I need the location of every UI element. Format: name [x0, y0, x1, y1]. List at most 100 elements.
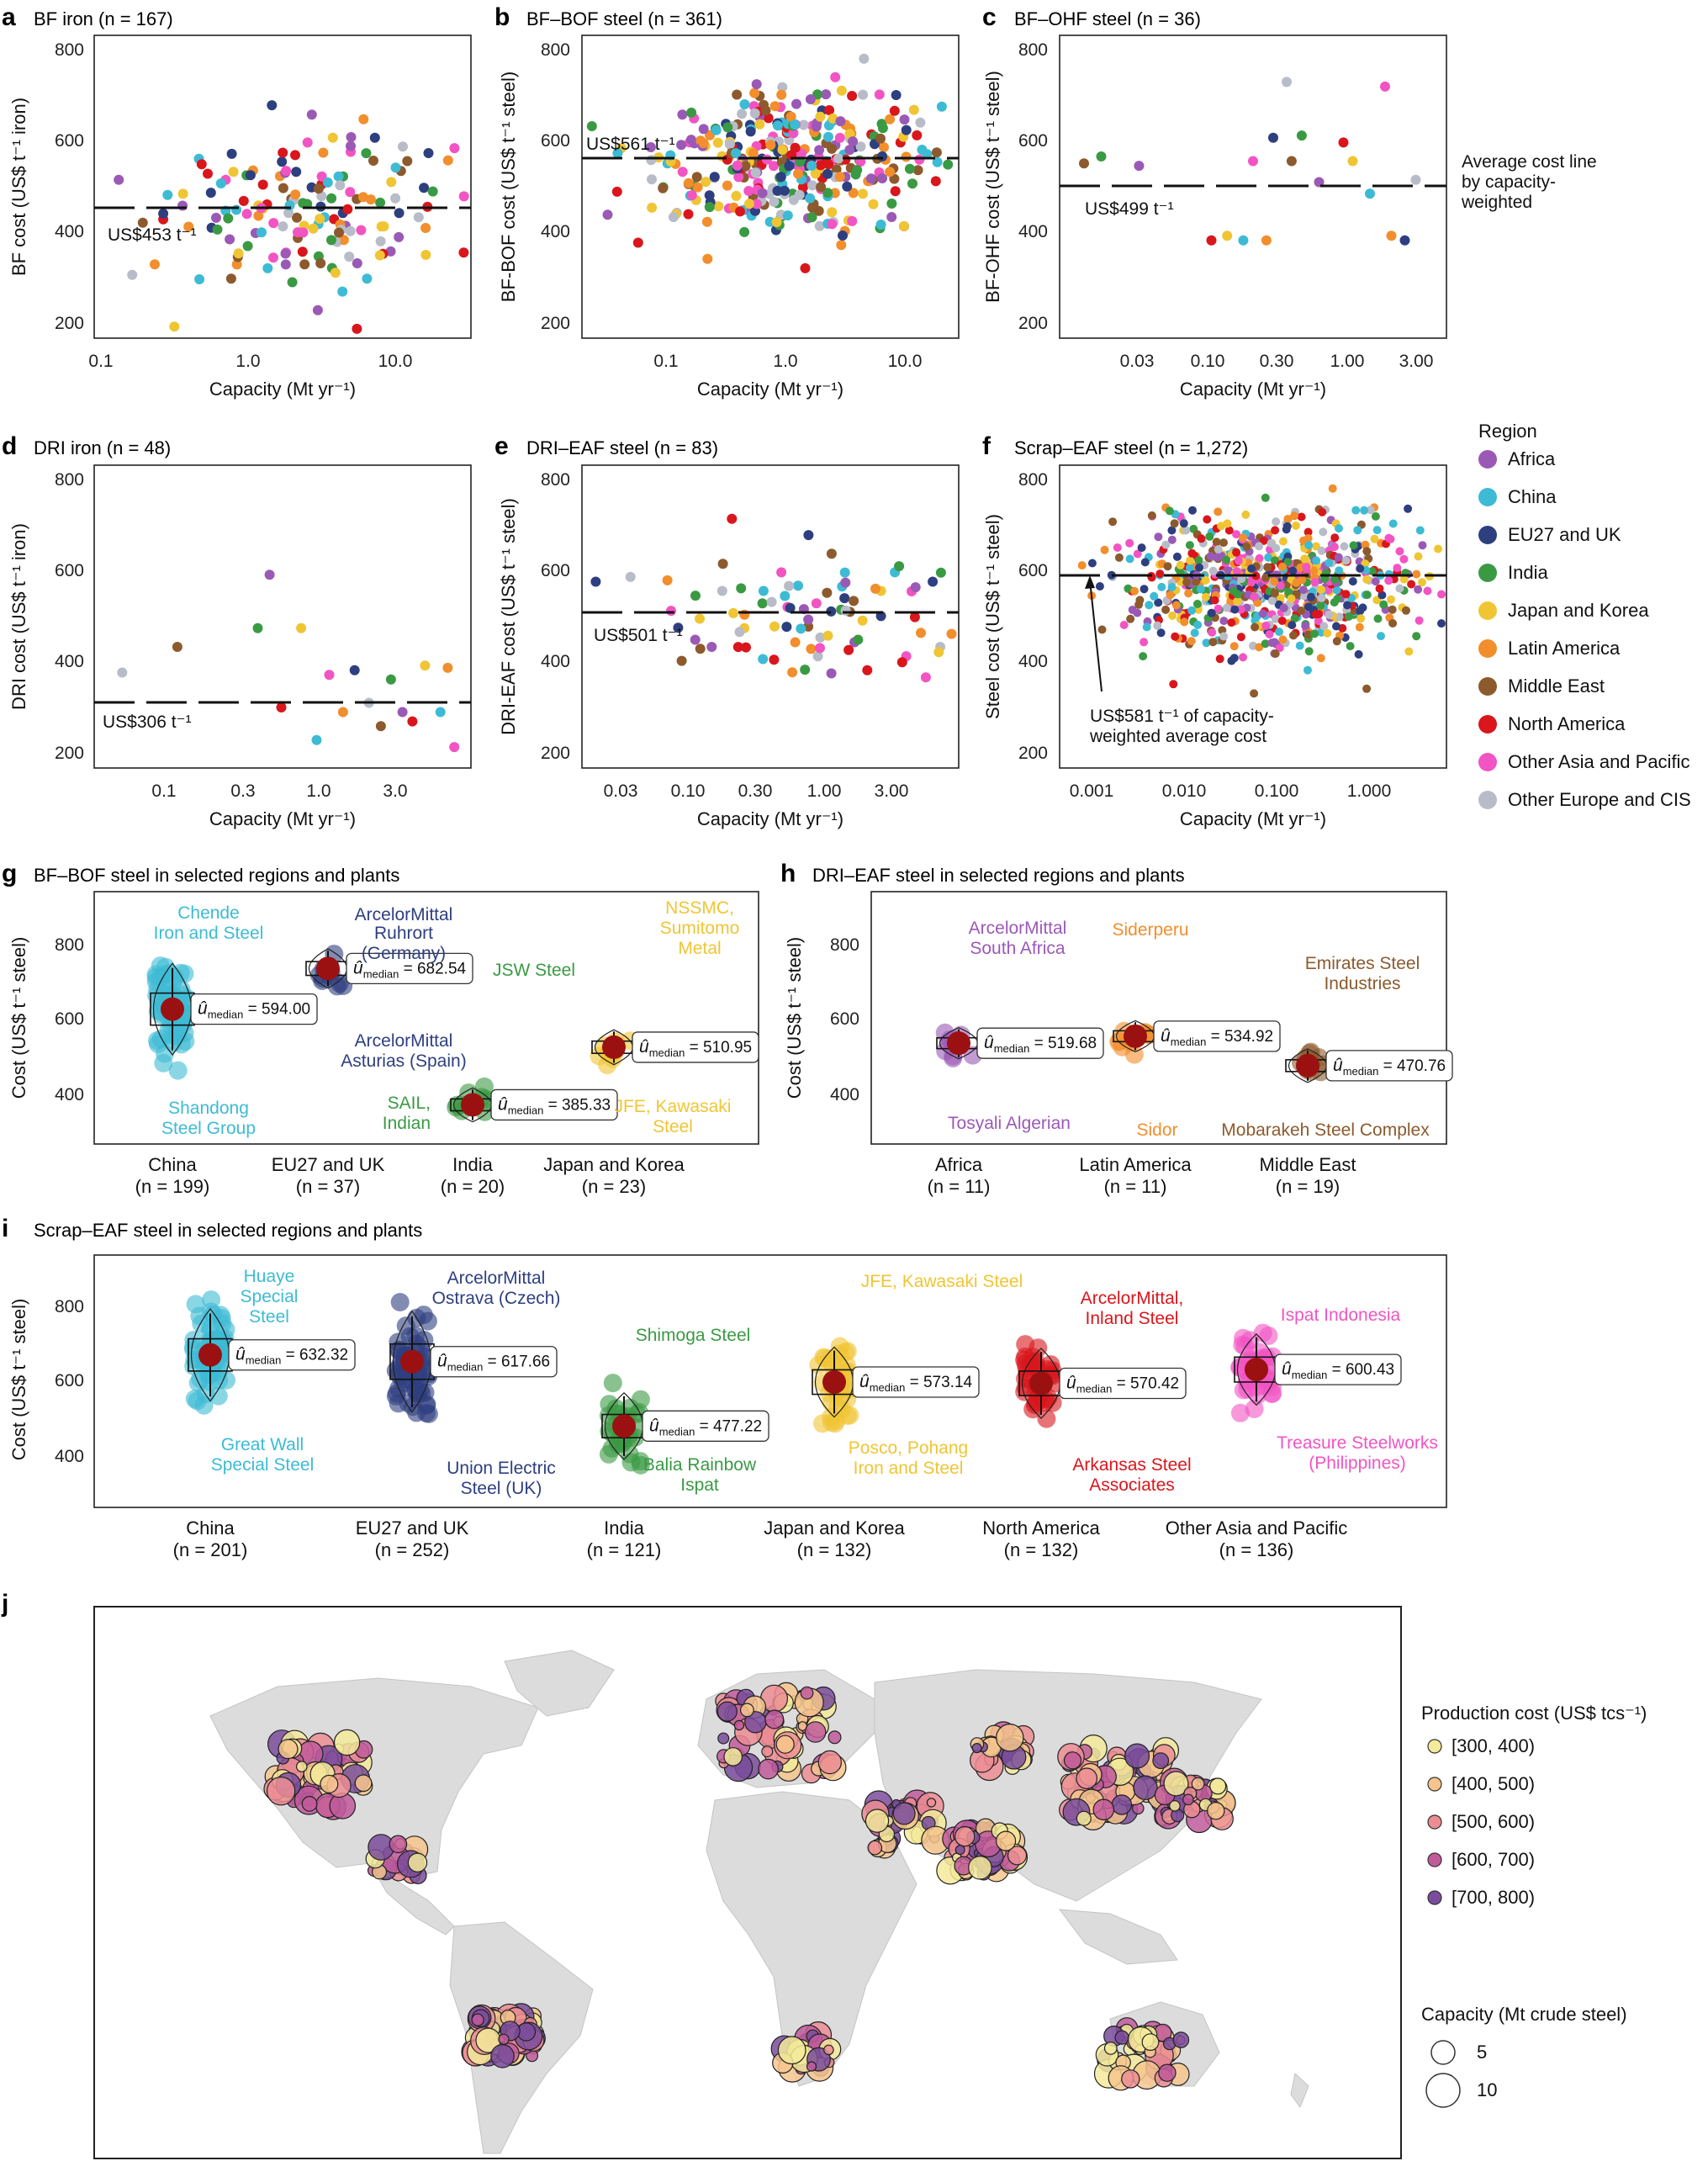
category-label: Japan and Korea: [764, 1517, 905, 1539]
panel-f-y-ticks: 800 600 400 200: [1018, 470, 1048, 763]
scatter-point: [1323, 628, 1332, 638]
scatter-point: [1330, 575, 1340, 584]
scatter-point: [806, 161, 817, 171]
production-cost-legend-items: [300, 400) [400, 500) [500, 600) [600, 700)…: [1427, 1735, 1535, 1908]
scatter-point: [1423, 586, 1432, 596]
scatter-point: [1335, 566, 1344, 575]
y-tick-label: 600: [1018, 561, 1048, 580]
scatter-point: [698, 138, 709, 149]
scatter-point: [1239, 653, 1247, 662]
scatter-point: [822, 168, 833, 179]
scatter-point: [931, 147, 942, 158]
scatter-point: [757, 188, 768, 199]
scatter-point: [1185, 564, 1194, 572]
violin-outline: [1288, 1048, 1327, 1083]
panel-f-y-axis-label: Steel cost (US$ t⁻¹ steel): [982, 514, 1003, 719]
production-cost-legend: Production cost (US$ tcs⁻¹) [300, 400) [4…: [1421, 1703, 1647, 1908]
scatter-point: [930, 176, 941, 187]
scatter-point: [1282, 77, 1292, 87]
x-tick-label: 0.30: [738, 781, 773, 801]
scatter-point: [1276, 594, 1285, 603]
scatter-point: [324, 670, 335, 681]
map-point: [1169, 1800, 1181, 1812]
scatter-point: [1261, 493, 1270, 502]
plant-label-treasure: Treasure Steelworks (Philippines): [1277, 1433, 1438, 1473]
category-label: China: [186, 1517, 235, 1539]
scatter-point: [704, 202, 715, 213]
scatter-point: [1125, 554, 1134, 564]
scatter-point: [1108, 517, 1118, 527]
scatter-point: [590, 576, 601, 587]
scatter-point: [1316, 601, 1325, 610]
scatter-point: [779, 185, 790, 196]
scatter-point: [889, 105, 900, 116]
scatter-point: [820, 157, 831, 168]
scatter-point: [740, 161, 751, 172]
scatter-point: [1310, 629, 1319, 638]
scatter-point: [1372, 526, 1382, 535]
map-point: [320, 1774, 339, 1793]
scatter-point: [1335, 612, 1344, 622]
median-label: ûmedian = 682.54: [353, 958, 467, 980]
y-tick-label: 400: [55, 652, 84, 671]
scatter-point: [1222, 230, 1233, 241]
map-point: [777, 2036, 806, 2065]
scatter-point: [822, 630, 833, 641]
x-tick-label: 1.0: [235, 352, 260, 371]
scatter-point: [1335, 524, 1343, 533]
scatter-point: [1268, 132, 1278, 143]
scatter-point: [849, 596, 859, 606]
scatter-point: [308, 223, 319, 234]
scatter-point: [612, 148, 623, 159]
scatter-point: [427, 186, 438, 197]
scatter-point: [932, 156, 943, 167]
scatter-point: [1303, 665, 1312, 675]
scatter-point: [458, 191, 469, 202]
panel-c-x-ticks: 0.03 0.10 0.30 1.00 3.00: [1120, 352, 1434, 371]
scatter-point: [1275, 644, 1284, 653]
scatter-point: [1353, 526, 1362, 535]
scatter-point: [781, 622, 792, 633]
scatter-point: [281, 166, 292, 177]
cost-label: [500, 600): [1452, 1811, 1535, 1832]
scatter-point: [1434, 544, 1442, 553]
panel-b-y-axis-label: BF-BOF cost (US$ t⁻¹ steel): [498, 72, 519, 302]
category-label: Africa: [935, 1154, 983, 1175]
scatter-point: [1277, 617, 1287, 625]
scatter-point: [223, 213, 234, 224]
y-tick-label: 400: [541, 222, 570, 241]
plant-label-jsw: JSW Steel: [493, 961, 575, 980]
y-tick-label: 800: [55, 1297, 84, 1316]
scatter-point: [413, 212, 424, 223]
x-tick-label: 0.10: [671, 781, 706, 801]
category-label: EU27 and UK: [356, 1517, 469, 1539]
scatter-point: [1330, 543, 1339, 552]
scatter-point: [1371, 577, 1380, 586]
jitter-point: [211, 1306, 230, 1325]
scatter-point: [292, 212, 302, 223]
scatter-point: [1332, 637, 1341, 646]
scatter-point: [1373, 614, 1383, 623]
panel-b-title: BF–BOF steel (n = 361): [526, 8, 722, 29]
scatter-point: [836, 85, 847, 96]
category-label: India: [604, 1517, 644, 1539]
scatter-point: [1349, 541, 1358, 550]
jitter-point: [202, 1290, 221, 1310]
legend-swatch: [1478, 564, 1497, 582]
scatter-point: [1261, 573, 1270, 582]
scatter-point: [1418, 578, 1426, 587]
scatter-point: [706, 642, 717, 652]
plant-label-huaye: Huaye Special Steel: [241, 1267, 299, 1327]
scatter-point: [1202, 638, 1211, 648]
panel-b-average-label: US$561 t⁻¹: [586, 135, 675, 154]
panel-b: b BF–BOF steel (n = 361) US$561 t⁻¹ 800 …: [494, 3, 960, 400]
map-point: [1152, 1752, 1170, 1770]
scatter-point: [1238, 235, 1249, 246]
scatter-point: [1237, 575, 1246, 584]
x-tick-label: 0.1: [88, 352, 113, 371]
x-tick-label: 0.03: [1120, 352, 1155, 371]
scatter-point: [1278, 635, 1288, 644]
scatter-point: [1229, 642, 1239, 651]
scatter-point: [724, 139, 735, 150]
scatter-point: [602, 209, 613, 220]
